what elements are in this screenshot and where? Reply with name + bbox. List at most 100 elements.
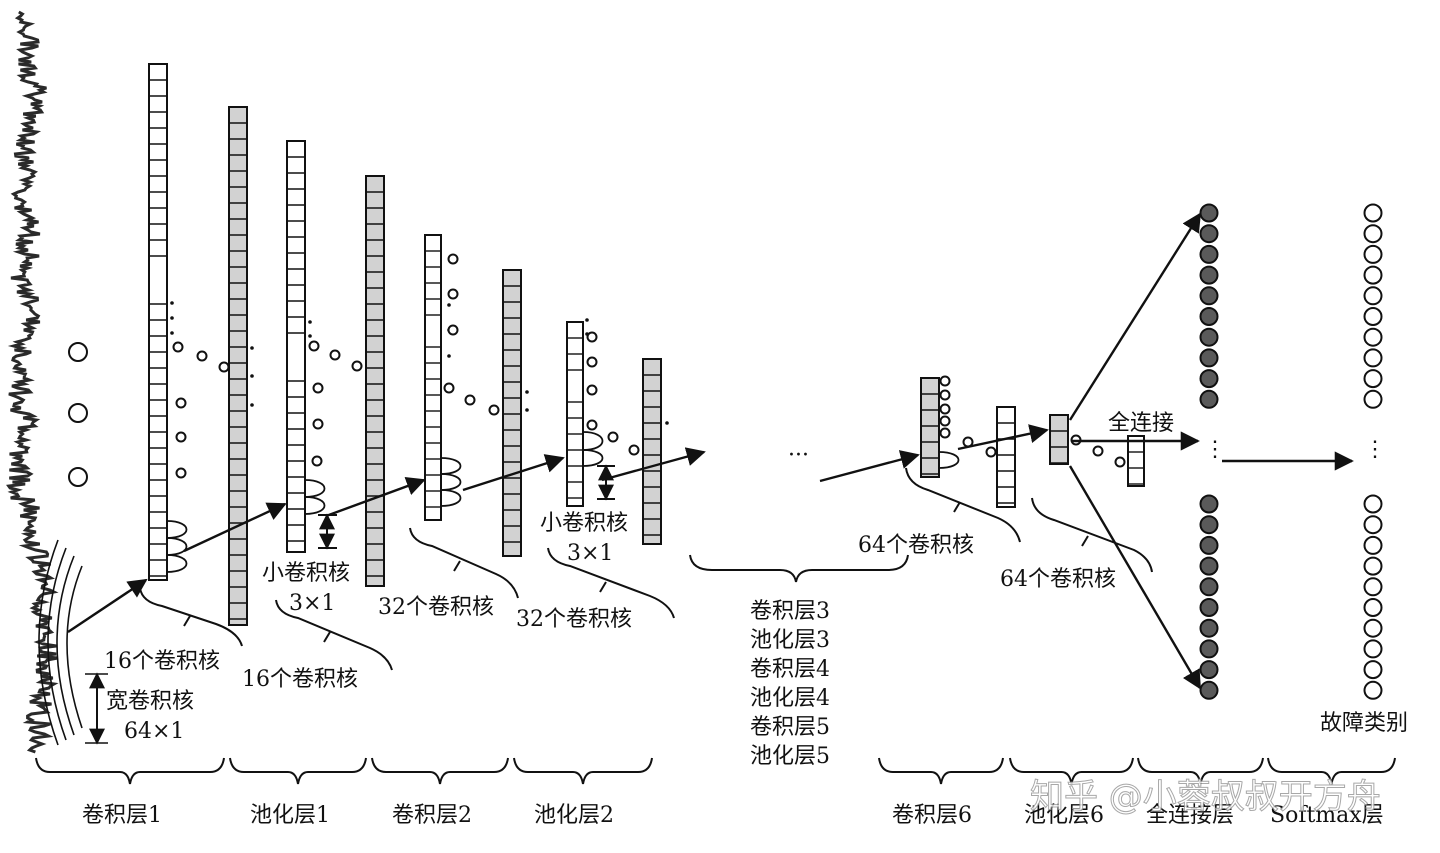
softmax-vertical-ellipsis: ⋮	[1364, 437, 1386, 462]
fc-node	[1199, 286, 1219, 306]
feature-map-column	[566, 321, 584, 507]
flow-arrows	[67, 212, 1354, 690]
kernels-32-label-1: 32个卷积核	[378, 595, 494, 620]
bottom-label-pool1: 池化层1	[250, 803, 330, 828]
ellipsis-circle	[939, 389, 951, 401]
input-ellipsis-circles	[68, 342, 88, 487]
ellipsis-circle	[196, 350, 208, 362]
middle-layer-item: 池化层4	[750, 686, 830, 711]
softmax-node	[1363, 203, 1383, 223]
kernel-arc	[440, 489, 462, 507]
ellipsis-dot	[250, 346, 254, 350]
column-outline	[920, 377, 940, 478]
softmax-node	[1363, 680, 1383, 700]
softmax-node	[1363, 535, 1383, 555]
small-kernel-label-1: 小卷积核	[262, 561, 350, 586]
fc-node	[1199, 348, 1219, 368]
small-kernel-size-label-2: 3×1	[567, 541, 613, 566]
middle-layer-list: 卷积层3 池化层3 卷积层4 池化层4 卷积层5 池化层5	[750, 599, 830, 769]
ellipsis-circle	[488, 404, 500, 416]
ellipsis-circle	[218, 361, 230, 373]
column-outline	[1049, 414, 1069, 465]
ellipsis-circle	[586, 356, 598, 368]
kernel-arc	[582, 431, 604, 451]
middle-layers-brace	[689, 554, 909, 583]
ellipsis-circle	[586, 419, 598, 431]
middle-layer-item: 池化层3	[750, 628, 830, 653]
ellipsis-dot	[308, 320, 312, 324]
softmax-node	[1363, 598, 1383, 617]
fc-node	[1199, 244, 1219, 264]
ellipsis-circle	[607, 431, 619, 443]
middle-layer-item: 池化层5	[750, 744, 830, 769]
fc-node	[1199, 577, 1219, 597]
ellipsis-dot	[170, 331, 174, 335]
ellipsis-circle	[939, 415, 951, 427]
middle-layer-item: 卷积层5	[750, 715, 830, 740]
bottom-brace	[1009, 757, 1134, 785]
kernel-braces	[139, 467, 1153, 671]
column-outline	[286, 140, 306, 553]
kernels-16-label-1: 16个卷积核	[104, 649, 220, 674]
fc-node	[1199, 224, 1219, 244]
fc-node	[1199, 307, 1219, 326]
feature-map-column	[1049, 414, 1069, 465]
ellipsis-dot	[170, 301, 174, 305]
fc-node	[1199, 515, 1219, 535]
fc-nodes	[1199, 203, 1383, 700]
ellipsis-dot	[525, 408, 529, 412]
ellipsis-circle	[447, 324, 459, 336]
bottom-label-fc: 全连接层	[1146, 803, 1234, 828]
watermark: 知乎 @小蓉叔叔开方舟	[1030, 777, 1381, 817]
kernel-arc	[304, 496, 326, 515]
fault-class-label: 故障类别	[1320, 711, 1408, 736]
ellipsis-circle	[1114, 456, 1126, 468]
ellipsis-circle	[586, 384, 598, 396]
ellipsis-dot	[308, 334, 312, 338]
kernel-arc	[166, 537, 188, 556]
kernel-arc	[440, 457, 462, 475]
feature-map-column	[286, 140, 306, 553]
bottom-brace	[35, 757, 225, 785]
bottom-brace	[878, 757, 1004, 785]
softmax-node	[1363, 286, 1383, 306]
bottom-brace	[371, 757, 509, 785]
bottom-brace	[1137, 757, 1264, 785]
fc-node	[1199, 389, 1219, 409]
ellipsis-dot	[250, 403, 254, 407]
fc-node	[1199, 327, 1219, 347]
kernel-arc	[938, 451, 960, 469]
ellipsis-circle	[312, 418, 324, 430]
ellipsis-circle	[1092, 445, 1104, 457]
feature-map-column	[148, 63, 168, 581]
column-outline	[1127, 435, 1145, 487]
ellipsis-circle	[308, 340, 320, 352]
feature-map-column	[502, 269, 522, 557]
ellipsis-circle	[312, 382, 324, 394]
fc-node	[1199, 203, 1219, 223]
ellipsis-circle	[175, 467, 187, 479]
feature-map-column	[1127, 435, 1145, 487]
kernels-32-label-2: 32个卷积核	[516, 607, 632, 632]
ellipsis-circle	[329, 349, 341, 361]
bottom-braces	[35, 757, 1396, 785]
ellipsis-dot	[585, 318, 589, 322]
ellipsis-dot	[525, 390, 529, 394]
bottom-label-conv6: 卷积层6	[892, 803, 972, 828]
softmax-node	[1363, 307, 1383, 326]
kernels-64-label-1: 64个卷积核	[858, 533, 974, 558]
ellipsis-circle	[586, 331, 598, 343]
kernels-16-label-2: 16个卷积核	[242, 667, 358, 692]
bottom-label-pool2: 池化层2	[534, 803, 614, 828]
fc-node	[1199, 494, 1219, 514]
softmax-node	[1363, 389, 1383, 409]
feature-map-column	[996, 406, 1016, 508]
fully-connected-label: 全连接	[1108, 411, 1174, 436]
kernel-arc	[582, 449, 604, 467]
ellipsis-circle	[464, 394, 476, 406]
softmax-node	[1363, 556, 1383, 576]
feature-map-column	[920, 377, 940, 478]
fc-node	[1199, 618, 1219, 638]
feature-map-column	[642, 358, 662, 545]
